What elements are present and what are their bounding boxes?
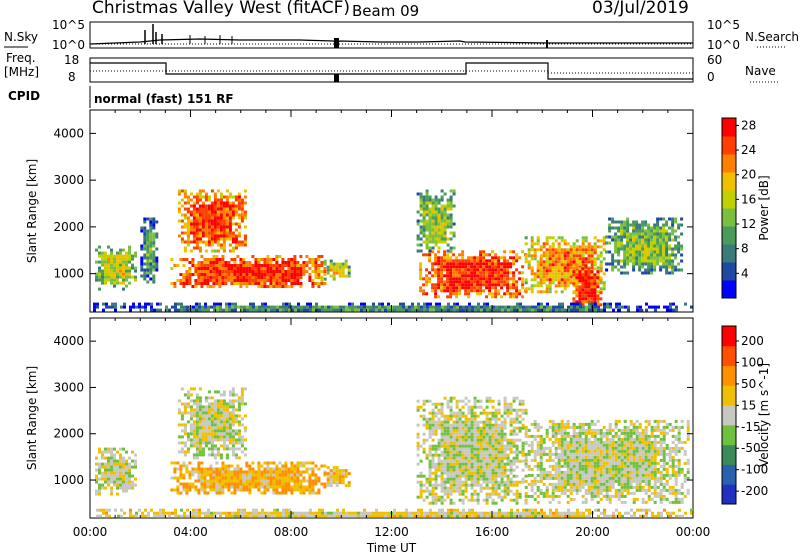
colorbar-cell (722, 136, 736, 155)
freq-gap-marker (334, 74, 339, 82)
date-label: 03/Jul/2019 (592, 0, 689, 18)
colorbar-cell (722, 405, 736, 426)
colorbar-cell (722, 484, 736, 505)
x-tick-label: 16:00 (475, 525, 510, 539)
colorbars: 4 8 12 16 20 24 28 Power [dB] 200 100 50 15 -15 -50 -1… (721, 117, 771, 505)
colorbar-tick-label: -15 (741, 420, 761, 434)
nsky-tick-low: 10^0 (52, 38, 85, 52)
plot-title: Christmas Valley West (fitACF) (92, 0, 351, 18)
colorbar-cell (722, 444, 736, 465)
colorbar-cell (722, 154, 736, 173)
axes: 1000 2000 3000 4000 Slant Range [km] 1000 2000… (25, 110, 710, 554)
power-heatmap (93, 189, 693, 312)
freq-panel-frame (89, 57, 694, 83)
colorbar-cell (722, 172, 736, 191)
colorbar-tick-label: 16 (741, 192, 756, 206)
x-tick-label: 20:00 (575, 525, 610, 539)
y-tick-label: 3000 (53, 380, 84, 394)
freq-trace (90, 62, 693, 80)
nave-tick-low: 0 (707, 70, 715, 84)
colorbar-tick-label: 28 (741, 118, 756, 132)
y-axis-label: Slant Range [km] (25, 159, 39, 263)
nsearch-tick-low: 10^0 (707, 38, 740, 52)
colorbar-frame (721, 117, 737, 299)
colorbar-cell (722, 208, 736, 227)
nsearch-label: N.Search (745, 30, 800, 44)
freq-tick-high: 18 (64, 53, 80, 67)
nsky-gap-marker (334, 38, 339, 48)
colorbar-tick-label: 24 (741, 143, 756, 157)
cpid-text: normal (fast) 151 RF (94, 92, 234, 106)
y-tick-label: 4000 (53, 334, 84, 348)
colorbar-tick-label: 100 (741, 355, 764, 369)
colorbar-tick-label: 200 (741, 334, 764, 348)
colorbar-cell (722, 365, 736, 386)
y-tick-label: 2000 (53, 427, 84, 441)
colorbar-label: Power [dB] (757, 175, 771, 240)
freq-unit-label: [MHz] (4, 65, 40, 79)
cpid-label: CPID (8, 89, 41, 103)
colorbar-tick-label: 4 (741, 266, 749, 280)
colorbar-label: Velocity [m s^-1] (757, 363, 771, 467)
nave-tick-high: 60 (707, 53, 723, 67)
x-axis-label: Time UT (366, 541, 417, 554)
nsearch-tick-high: 10^5 (707, 18, 740, 32)
colorbar-tick-label: 8 (741, 242, 749, 256)
y-tick-label: 2000 (53, 220, 84, 234)
nsky-panel-frame (89, 21, 694, 49)
colorbar-cell (722, 190, 736, 209)
x-tick-label: 08:00 (274, 525, 309, 539)
x-tick-label: 04:00 (173, 525, 208, 539)
colorbar-tick-label: -50 (741, 441, 761, 455)
nsky-tick-high: 10^5 (52, 18, 85, 32)
colorbar-frame (721, 325, 737, 505)
colorbar-cell (722, 226, 736, 245)
nsky-trace (89, 38, 693, 45)
y-tick-label: 4000 (53, 126, 84, 140)
nave-label: Nave (745, 64, 776, 78)
beam-label: Beam 09 (352, 2, 420, 20)
colorbar-tick-label: -100 (741, 463, 768, 477)
colorbar-cell (722, 385, 736, 406)
freq-tick-low: 8 (68, 70, 76, 84)
freq-label: Freq. (6, 51, 36, 65)
nsky-label: N.Sky (4, 30, 39, 44)
y-tick-label: 1000 (53, 473, 84, 487)
colorbar-tick-label: -200 (741, 484, 768, 498)
y-axis-label: Slant Range [km] (25, 366, 39, 470)
x-tick-label: 00:00 (676, 525, 711, 539)
colorbar-cell (722, 326, 736, 347)
colorbar-tick-label: 12 (741, 217, 756, 231)
velocity-heatmap (95, 387, 693, 518)
colorbar-cell (722, 118, 736, 137)
colorbar-cell (722, 345, 736, 367)
y-tick-label: 3000 (53, 173, 84, 187)
colorbar-cell (722, 262, 736, 281)
colorbar-cell (722, 280, 736, 299)
x-tick-label: 12:00 (374, 525, 409, 539)
nsky-gap-marker (546, 40, 548, 48)
x-tick-label: 00:00 (73, 525, 108, 539)
colorbar-tick-label: 50 (741, 377, 756, 391)
y-tick-label: 1000 (53, 267, 84, 281)
colorbar-cell (722, 464, 736, 485)
colorbar-tick-label: 15 (741, 398, 756, 412)
colorbar-cell (722, 244, 736, 263)
colorbar-cell (722, 424, 736, 446)
colorbar-tick-label: 20 (741, 168, 756, 182)
